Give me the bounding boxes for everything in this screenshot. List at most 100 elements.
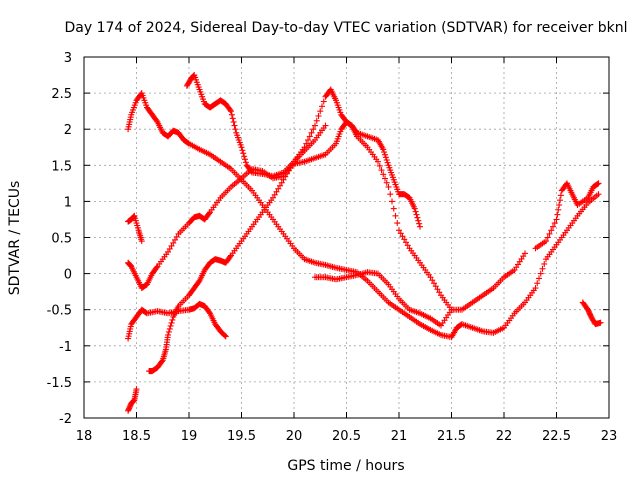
x-tick-label: 19.5 — [227, 429, 256, 444]
data-point — [229, 115, 236, 122]
data-point — [305, 137, 311, 144]
x-tick-label: 22 — [496, 429, 513, 444]
data-point — [172, 236, 178, 243]
y-tick-label: 2 — [64, 123, 72, 138]
data-points — [125, 72, 604, 414]
data-point — [271, 191, 278, 198]
data-point — [303, 140, 310, 147]
x-tick-label: 21 — [391, 429, 408, 444]
data-point — [534, 280, 541, 287]
data-point — [322, 122, 329, 129]
data-point — [413, 211, 420, 218]
data-point — [539, 265, 546, 272]
data-point — [387, 191, 394, 198]
data-point — [195, 279, 202, 286]
data-point — [289, 161, 296, 168]
data-point — [382, 154, 389, 161]
x-tick-label: 20 — [286, 429, 303, 444]
data-point — [168, 242, 175, 249]
data-point — [319, 103, 325, 110]
data-point — [383, 157, 390, 164]
data-point — [206, 309, 213, 316]
data-point — [227, 253, 234, 260]
data-point — [166, 245, 173, 252]
data-point — [242, 156, 248, 163]
data-point — [278, 179, 285, 186]
data-point — [389, 198, 395, 205]
data-point — [556, 202, 563, 209]
data-point — [222, 333, 229, 340]
data-point — [394, 220, 401, 227]
data-point — [375, 158, 381, 165]
data-point — [427, 274, 434, 281]
data-point — [397, 230, 404, 237]
grid-lines — [84, 57, 609, 418]
data-point — [401, 236, 408, 243]
data-point — [240, 150, 247, 157]
data-point — [546, 230, 553, 237]
data-point — [173, 233, 180, 240]
data-point — [404, 242, 411, 249]
data-point — [287, 164, 294, 171]
data-point — [239, 147, 246, 154]
x-tick-label: 20.5 — [332, 429, 361, 444]
data-point — [167, 322, 174, 329]
data-point — [270, 194, 276, 201]
data-point — [284, 170, 290, 177]
data-point — [595, 191, 602, 198]
data-point — [403, 239, 409, 246]
data-point — [232, 126, 239, 133]
data-point — [595, 180, 602, 187]
y-tick-label: 2.5 — [51, 87, 72, 102]
data-point — [417, 223, 423, 230]
data-point — [168, 319, 175, 326]
data-point — [536, 275, 542, 282]
y-tick-label: -2 — [59, 412, 72, 427]
data-point — [169, 316, 176, 323]
data-point — [416, 220, 423, 227]
data-point — [285, 167, 292, 174]
data-point — [594, 180, 601, 187]
data-point — [158, 358, 165, 365]
data-point — [282, 173, 289, 180]
data-point — [432, 283, 439, 290]
data-point — [431, 280, 437, 287]
data-point — [315, 112, 322, 119]
data-point — [221, 332, 228, 339]
y-tick-label: -1 — [59, 340, 72, 355]
data-point — [308, 129, 315, 136]
data-point — [312, 122, 318, 129]
data-point — [227, 106, 234, 113]
data-point — [381, 149, 388, 156]
data-point — [555, 206, 562, 213]
data-point — [275, 185, 282, 192]
data-point — [532, 285, 539, 292]
data-point — [306, 133, 313, 140]
data-point — [557, 192, 564, 199]
data-point — [553, 216, 560, 223]
data-point — [390, 205, 397, 212]
data-point — [231, 122, 238, 129]
data-point — [320, 98, 327, 105]
data-point — [554, 211, 561, 218]
data-point — [280, 176, 287, 183]
data-point — [382, 175, 388, 182]
data-point — [396, 227, 402, 234]
y-tick-label: 1.5 — [51, 159, 72, 174]
y-tick-label: 0 — [64, 268, 72, 283]
data-point — [414, 214, 421, 221]
data-point — [310, 126, 317, 133]
x-tick-label: 18.5 — [122, 429, 151, 444]
data-point — [380, 171, 387, 178]
data-point — [277, 182, 283, 189]
x-tick-label: 19 — [181, 429, 198, 444]
y-tick-label: 0.5 — [51, 232, 72, 247]
axis-ticks: 18 18.5 19 19.5 20 20.5 21 21.5 22 22.5 23-2-1.5-1… — [47, 51, 618, 444]
data-point — [382, 151, 388, 158]
data-point — [273, 188, 280, 195]
data-point — [165, 328, 172, 335]
x-tick-label: 21.5 — [437, 429, 466, 444]
data-point — [228, 108, 234, 115]
data-point — [597, 319, 604, 326]
